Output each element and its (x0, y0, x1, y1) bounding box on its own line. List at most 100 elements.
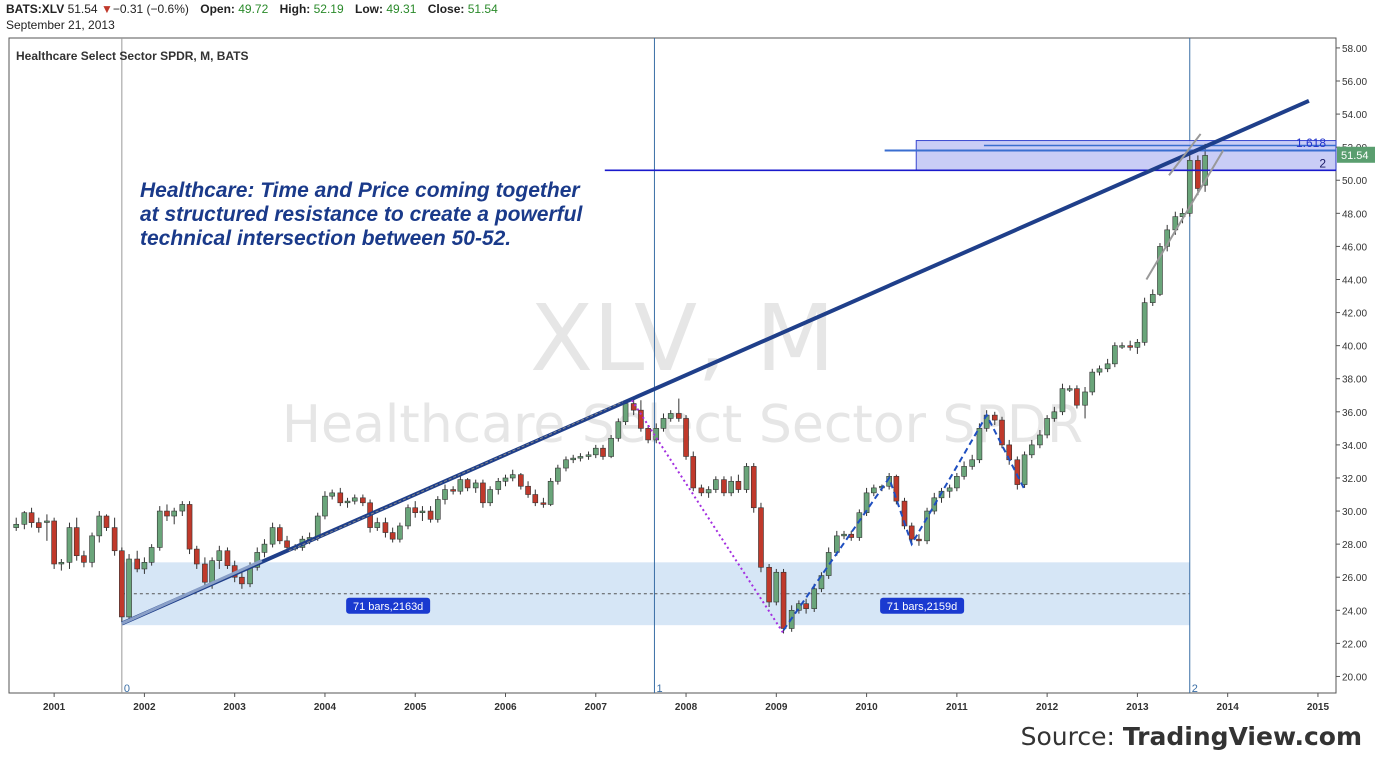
candle-body (360, 497, 366, 504)
decline-path (631, 399, 785, 634)
candle-body (676, 413, 682, 419)
x-tick-label: 2005 (404, 702, 427, 713)
candle-body (389, 532, 396, 540)
candle-body (592, 447, 599, 456)
candle-body (134, 558, 140, 570)
candle-body (89, 535, 95, 563)
candle-body (728, 480, 734, 494)
ticker-header: BATS:XLV 51.54 ▼−0.31 (−0.6%) Open: 49.7… (6, 2, 498, 17)
low-value: 49.31 (386, 2, 417, 16)
candle-body (216, 550, 223, 561)
annotation-line: technical intersection between 50-52. (140, 227, 511, 250)
candle-body (427, 510, 434, 520)
candle-body (1134, 342, 1141, 348)
candle-body (1149, 294, 1156, 303)
y-tick-label: 30.00 (1342, 507, 1367, 518)
candle-body (750, 466, 757, 509)
y-tick-label: 38.00 (1342, 375, 1367, 386)
candle-body (51, 520, 57, 565)
candle-body (314, 515, 321, 538)
candle-body (1082, 391, 1088, 406)
candle-body (667, 413, 674, 419)
y-tick-label: 24.00 (1342, 606, 1367, 617)
y-tick-label: 48.00 (1342, 209, 1367, 220)
source-brand: TradingView.com (1122, 722, 1362, 751)
y-tick-label: 40.00 (1342, 342, 1367, 353)
candle-body (1104, 363, 1111, 370)
candle-body (487, 489, 493, 504)
candle-body (1021, 454, 1028, 485)
candle-body (472, 482, 479, 489)
fib-label: 2 (1319, 157, 1326, 171)
candle-body (171, 510, 177, 517)
wave-path (782, 413, 1026, 631)
x-tick-label: 2004 (314, 702, 337, 713)
watermark-symbol: XLV, M (530, 285, 835, 392)
candle-body (209, 560, 215, 583)
y-tick-label: 22.00 (1342, 639, 1367, 650)
candle-body (21, 512, 28, 525)
main-trendline (121, 99, 1310, 626)
candle-body (412, 507, 419, 514)
candle-body (148, 547, 155, 563)
candle-body (1059, 388, 1066, 413)
candle-body (126, 558, 132, 618)
candle-body (224, 550, 231, 566)
candle-body (1051, 411, 1058, 419)
candle-body (540, 502, 547, 505)
watermark-name: Healthcare Select Sector SPDR (282, 395, 1083, 455)
candle-body (186, 504, 193, 550)
trendline-segment (121, 559, 263, 625)
y-tick-label: 50.00 (1342, 176, 1367, 187)
candle-body (916, 538, 922, 542)
time-range-label: 71 bars,2159d (887, 601, 957, 613)
candle-body (141, 562, 148, 570)
candle-body (743, 466, 750, 490)
plot-frame (8, 37, 1337, 694)
candle-body (638, 409, 644, 429)
candle-body (382, 522, 389, 533)
y-tick-label: 36.00 (1342, 408, 1367, 419)
candle-body (954, 476, 960, 489)
candle-body (509, 474, 516, 479)
fib-label: 1.618 (1296, 136, 1326, 150)
candle-body (961, 466, 967, 477)
x-tick-label: 2015 (1307, 702, 1330, 713)
y-tick-label: 32.00 (1342, 474, 1367, 485)
open-value: 49.72 (238, 2, 269, 16)
x-tick-label: 2012 (1036, 702, 1059, 713)
candle-body (119, 550, 125, 618)
candle-body (1037, 434, 1043, 446)
cycle-label: 0 (124, 683, 130, 695)
candle-body (758, 507, 764, 568)
candle-body (660, 418, 667, 429)
high-label: High: (279, 2, 311, 16)
candle-body (630, 403, 637, 411)
last-price-badge (1337, 146, 1375, 163)
candle-body (1044, 418, 1050, 436)
candle-body (532, 494, 539, 504)
candle-body (284, 540, 290, 548)
candle-body (999, 419, 1005, 446)
candle-body (600, 447, 606, 457)
candle-body (863, 492, 870, 514)
candle-body (495, 480, 502, 490)
candle-body (1089, 371, 1096, 393)
candle-body (908, 525, 915, 540)
x-tick-label: 2006 (494, 702, 517, 713)
candle-body (254, 552, 261, 568)
candle-body (856, 512, 863, 538)
candle-body (419, 510, 426, 514)
wedge-line (1145, 149, 1225, 281)
y-tick-label: 46.00 (1342, 242, 1367, 253)
candle-body (518, 474, 524, 487)
candle-body (450, 489, 456, 492)
x-tick-label: 2007 (585, 702, 608, 713)
annotation-line: Healthcare: Time and Price coming togeth… (140, 179, 581, 202)
candle-body (269, 527, 276, 545)
candle-body (442, 489, 448, 500)
candle-body (202, 563, 208, 583)
high-value: 52.19 (313, 2, 344, 16)
candle-body (179, 504, 186, 512)
